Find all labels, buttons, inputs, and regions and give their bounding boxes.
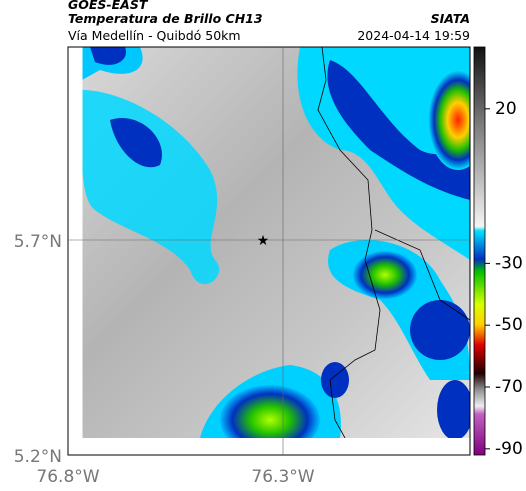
timestamp: 2024-04-14 19:59 <box>357 28 470 43</box>
lon-label: 76.3°W <box>251 467 314 487</box>
map-frame <box>67 46 471 456</box>
colorbar-tick-label: -30 <box>495 253 523 273</box>
credit: SIATA <box>431 11 470 26</box>
colorbar <box>473 46 486 456</box>
subtitle: Vía Medellín - Quibdó 50km <box>68 28 241 43</box>
colorbar-tick-label: -70 <box>495 377 523 397</box>
colorbar-tick-label: 20 <box>495 99 517 119</box>
lat-label: 5.7°N <box>14 232 62 252</box>
lon-label: 76.8°W <box>36 467 99 487</box>
source: GOES-EAST <box>68 0 149 12</box>
colorbar-tick-label: -50 <box>495 315 523 335</box>
title: Temperatura de Brillo CH13 <box>68 11 263 26</box>
colorbar-tick-label: -90 <box>495 439 523 459</box>
lat-label: 5.2°N <box>14 447 62 467</box>
map-image <box>82 47 470 438</box>
location-star: ★ <box>257 233 270 249</box>
